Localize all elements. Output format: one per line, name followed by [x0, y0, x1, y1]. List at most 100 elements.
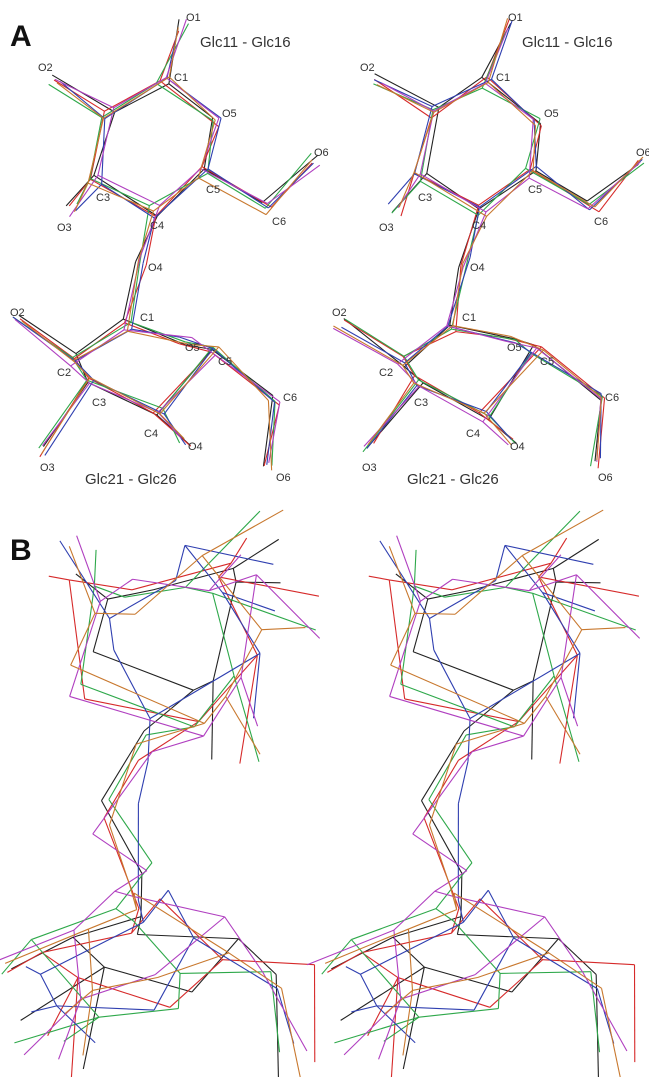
bond: [393, 937, 424, 967]
atom-label: C2: [57, 367, 71, 379]
bond: [40, 974, 56, 1006]
atom-label: O6: [636, 147, 649, 159]
bond: [267, 165, 319, 203]
view-title: Glc21 - Glc26: [407, 471, 499, 488]
atom-label: C3: [414, 397, 428, 409]
bond: [595, 157, 643, 207]
bond: [70, 175, 98, 216]
bond: [109, 618, 113, 650]
atom-label: C1: [496, 72, 510, 84]
bond: [524, 677, 562, 736]
bond: [93, 652, 193, 690]
bond: [458, 761, 468, 803]
bond: [367, 386, 417, 449]
bond: [455, 556, 522, 615]
atom-label: C1: [140, 312, 154, 324]
atom-label: O3: [57, 222, 72, 234]
bond: [574, 653, 580, 718]
atom-label: O2: [332, 307, 347, 319]
bond: [488, 890, 513, 938]
bond: [19, 315, 76, 353]
bond: [429, 744, 456, 825]
atom-label: O2: [10, 307, 25, 319]
bond: [492, 79, 535, 120]
bond: [351, 1006, 376, 1012]
bond: [351, 940, 419, 1018]
bond: [486, 412, 511, 440]
bond: [153, 413, 190, 446]
atom-label: O4: [188, 441, 203, 453]
bond: [439, 77, 482, 107]
figure: A B Glc11 - Glc16Glc21 - Glc26O1C1O2O5O6…: [0, 0, 649, 1077]
atom-label: O2: [360, 62, 375, 74]
atom-label: C4: [144, 428, 158, 440]
atom-label: C4: [472, 220, 486, 232]
bond: [153, 352, 211, 413]
bond: [154, 938, 194, 1010]
bond: [254, 653, 260, 718]
atom-label: O4: [510, 441, 525, 453]
bond: [282, 988, 302, 1077]
panel-label: B: [10, 534, 32, 567]
bond: [158, 953, 229, 978]
panel-label: A: [10, 20, 32, 53]
bond: [478, 953, 549, 978]
bond: [551, 538, 567, 563]
bond: [31, 1006, 56, 1012]
bond: [453, 579, 530, 590]
bond: [153, 178, 198, 211]
bond: [94, 550, 96, 586]
bond: [262, 628, 306, 630]
atom-label: C1: [462, 312, 476, 324]
bond: [484, 413, 511, 445]
bond: [413, 599, 428, 652]
bond: [49, 576, 69, 580]
bond: [104, 818, 139, 909]
bond: [124, 330, 192, 338]
atom-label: O5: [544, 108, 559, 120]
bond: [588, 162, 640, 209]
atom-label: O2: [38, 62, 53, 74]
bond: [401, 684, 514, 727]
bond: [69, 546, 95, 613]
atom-label: C6: [272, 216, 286, 228]
bond: [31, 940, 99, 1018]
bond: [533, 171, 595, 207]
bond: [434, 82, 488, 112]
bond: [377, 85, 434, 113]
bond: [413, 752, 472, 834]
bond: [389, 546, 415, 613]
atom-label: O3: [40, 462, 55, 474]
bond: [401, 586, 414, 684]
atom-label: O3: [362, 462, 377, 474]
bond: [415, 613, 455, 614]
bond: [488, 82, 535, 125]
bond: [457, 935, 558, 939]
bond: [487, 171, 533, 217]
atom-label: O5: [507, 342, 522, 354]
bond: [152, 736, 203, 752]
bond: [492, 20, 513, 79]
bond: [135, 556, 202, 615]
bond: [484, 350, 543, 413]
bond: [429, 618, 433, 650]
atom-label: C5: [206, 184, 220, 196]
atom-label: C2: [379, 367, 393, 379]
bond: [154, 169, 208, 218]
bond: [522, 510, 603, 556]
bond: [421, 731, 464, 801]
atom-label: C5: [218, 356, 232, 368]
bond: [115, 84, 169, 112]
bond: [104, 77, 170, 118]
atom-label: C3: [96, 192, 110, 204]
bond: [403, 365, 414, 383]
bond: [71, 665, 205, 723]
bond: [545, 917, 583, 972]
bond: [368, 383, 414, 445]
bond: [391, 665, 525, 723]
bond: [454, 893, 549, 953]
bond: [73, 361, 90, 378]
bond: [115, 891, 134, 896]
bond: [160, 414, 184, 439]
bond: [41, 378, 89, 455]
